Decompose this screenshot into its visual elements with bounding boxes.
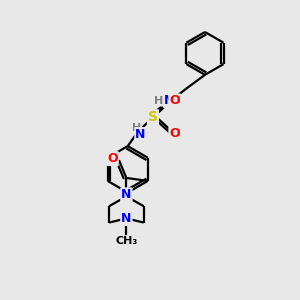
Text: O: O [107,152,118,165]
Text: N: N [121,188,132,201]
Text: O: O [169,127,180,140]
Text: CH₃: CH₃ [115,236,137,246]
Text: N: N [164,94,175,107]
Text: H: H [132,123,141,133]
Text: S: S [148,110,158,124]
Text: N: N [135,128,146,141]
Text: O: O [169,94,180,107]
Text: N: N [121,212,132,225]
Text: H: H [154,96,163,106]
